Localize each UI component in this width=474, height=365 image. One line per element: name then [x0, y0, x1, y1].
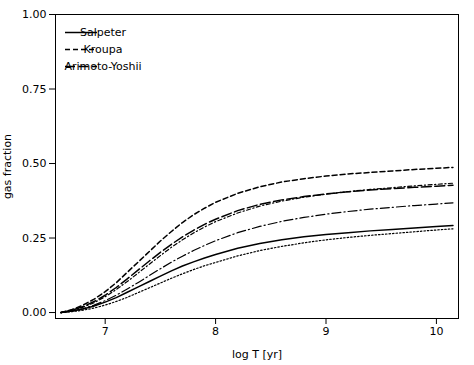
svg-text:gas fraction: gas fraction [1, 134, 14, 199]
svg-text:Salpeter: Salpeter [80, 26, 127, 39]
svg-text:10: 10 [429, 325, 443, 338]
svg-text:Kroupa: Kroupa [84, 43, 123, 56]
svg-text:0.50: 0.50 [22, 157, 47, 170]
svg-text:9: 9 [323, 325, 330, 338]
svg-text:0.00: 0.00 [22, 306, 47, 319]
svg-text:8: 8 [212, 325, 219, 338]
svg-text:1.00: 1.00 [22, 8, 47, 21]
svg-text:7: 7 [102, 325, 109, 338]
svg-text:0.25: 0.25 [22, 232, 47, 245]
svg-text:0.75: 0.75 [22, 83, 47, 96]
svg-text:log T [yr]: log T [yr] [232, 348, 282, 361]
svg-text:Arimoto-Yoshii: Arimoto-Yoshii [64, 60, 141, 73]
